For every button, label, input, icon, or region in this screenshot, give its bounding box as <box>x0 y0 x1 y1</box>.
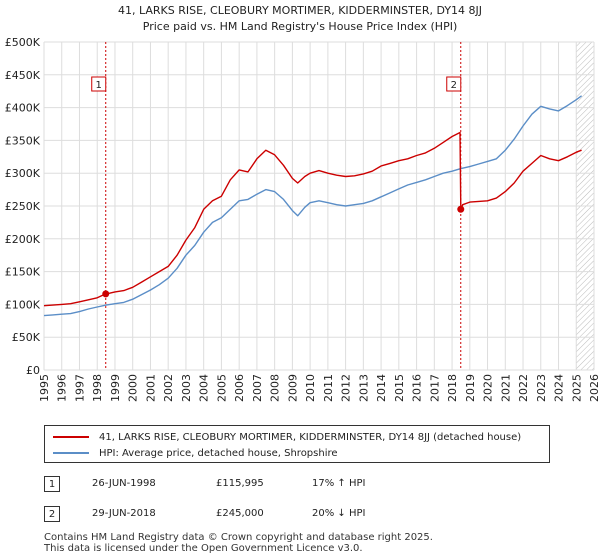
y-tick-label: £50K <box>12 331 41 344</box>
sale-label-box <box>91 76 107 92</box>
sale-point <box>102 290 110 298</box>
x-tick-label: 2024 <box>553 374 566 402</box>
sale-point <box>457 205 465 213</box>
transaction-date: 29-JUN-2018 <box>92 508 156 519</box>
legend-label-property: 41, LARKS RISE, CLEOBURY MORTIMER, KIDDE… <box>99 431 522 443</box>
transaction-price: £245,000 <box>216 508 264 519</box>
footer: Contains HM Land Registry data © Crown c… <box>44 532 433 554</box>
chart-title: 41, LARKS RISE, CLEOBURY MORTIMER, KIDDE… <box>118 4 482 17</box>
y-tick-label: £400K <box>5 102 41 115</box>
x-tick-label: 2020 <box>482 374 495 402</box>
legend-swatch-blue <box>53 452 89 454</box>
y-tick-label: £300K <box>5 167 41 180</box>
x-tick-label: 2019 <box>464 374 477 402</box>
y-tick-label: £250K <box>5 200 41 213</box>
x-tick-label: 1995 <box>38 374 51 402</box>
x-tick-label: 2008 <box>269 374 282 402</box>
x-tick-label: 2013 <box>357 374 370 402</box>
transaction-row: 1 26-JUN-1998 £115,995 17% ↑ HPI <box>44 476 564 494</box>
x-tick-label: 1996 <box>56 374 69 402</box>
y-tick-label: £100K <box>5 298 41 311</box>
transaction-date: 26-JUN-1998 <box>92 478 156 489</box>
x-tick-label: 2017 <box>428 374 441 402</box>
series-line-property <box>43 131 582 307</box>
sale-label-box <box>446 76 462 92</box>
transaction-number: 1 <box>44 476 60 492</box>
sale-label: 1 <box>96 80 102 91</box>
legend-item-hpi: HPI: Average price, detached house, Shro… <box>53 446 338 460</box>
legend: 41, LARKS RISE, CLEOBURY MORTIMER, KIDDE… <box>44 425 550 463</box>
x-tick-label: 2023 <box>535 374 548 402</box>
y-tick-label: £350K <box>5 134 41 147</box>
y-tick-label: £450K <box>5 69 41 82</box>
legend-label-hpi: HPI: Average price, detached house, Shro… <box>99 447 338 459</box>
x-tick-label: 1999 <box>109 374 122 402</box>
x-tick-label: 2026 <box>588 374 600 402</box>
x-tick-label: 2016 <box>411 374 424 402</box>
x-tick-label: 2018 <box>446 374 459 402</box>
legend-swatch-red <box>53 436 89 438</box>
transaction-hpi-diff: 20% ↓ HPI <box>312 508 366 519</box>
x-tick-label: 2001 <box>144 374 157 402</box>
y-tick-label: £200K <box>5 233 41 246</box>
x-tick-label: 1997 <box>73 374 86 402</box>
x-tick-label: 2003 <box>180 374 193 402</box>
footer-licence: This data is licensed under the Open Gov… <box>44 543 363 554</box>
footer-copyright: Contains HM Land Registry data © Crown c… <box>44 532 433 543</box>
sale-label: 2 <box>451 80 457 91</box>
x-tick-label: 2021 <box>499 374 512 402</box>
x-tick-label: 2000 <box>127 374 140 402</box>
transaction-row: 2 29-JUN-2018 £245,000 20% ↓ HPI <box>44 506 564 524</box>
x-tick-label: 2014 <box>375 374 388 402</box>
x-tick-label: 2022 <box>517 374 530 402</box>
transaction-price: £115,995 <box>216 478 264 489</box>
x-tick-label: 2007 <box>251 374 264 402</box>
x-tick-label: 2025 <box>570 374 583 402</box>
x-tick-label: 2015 <box>393 374 406 402</box>
x-tick-label: 2005 <box>215 374 228 402</box>
y-tick-label: £150K <box>5 266 41 279</box>
x-tick-label: 2012 <box>340 374 353 402</box>
x-tick-label: 2011 <box>322 374 335 402</box>
x-tick-label: 2009 <box>286 374 299 402</box>
transaction-hpi-diff: 17% ↑ HPI <box>312 478 366 489</box>
price-chart: 41, LARKS RISE, CLEOBURY MORTIMER, KIDDE… <box>5 4 600 402</box>
transaction-number: 2 <box>44 506 60 522</box>
x-tick-label: 2004 <box>198 374 211 402</box>
x-tick-label: 2006 <box>233 374 246 402</box>
x-tick-label: 1998 <box>91 374 104 402</box>
x-tick-label: 2002 <box>162 374 175 402</box>
legend-item-property: 41, LARKS RISE, CLEOBURY MORTIMER, KIDDE… <box>53 430 521 444</box>
y-tick-label: £0 <box>26 364 40 377</box>
x-tick-label: 2010 <box>304 374 317 402</box>
chart-subtitle: Price paid vs. HM Land Registry's House … <box>143 20 458 33</box>
series-line-hpi <box>43 95 583 317</box>
y-tick-label: £500K <box>5 36 41 49</box>
